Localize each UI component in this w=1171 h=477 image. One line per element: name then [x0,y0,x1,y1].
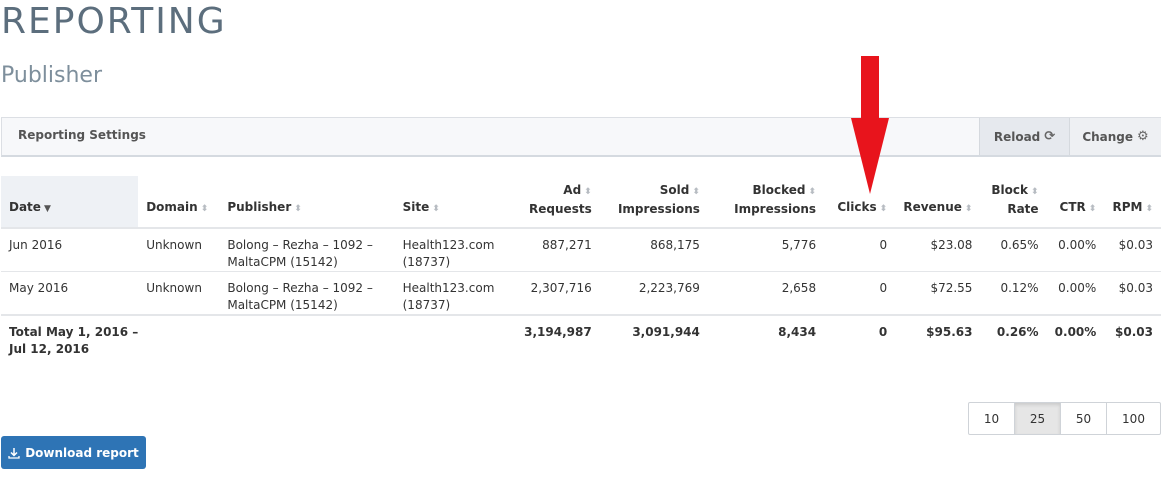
total-row: Total May 1, 2016 – Jul 12, 2016 3,194,98… [1,314,1161,365]
cell-site: Health123.com (18737) [394,228,503,272]
page-size-50[interactable]: 50 [1061,403,1107,434]
cell-rpm: $0.03 [1104,271,1161,316]
refresh-icon: ⟳ [1044,129,1056,144]
sort-icon: ⬍ [584,187,592,197]
sort-icon: ⬍ [432,204,440,214]
cell-date: May 2016 [1,271,139,316]
sort-icon: ⬍ [1088,204,1097,214]
cell-ad-requests: 2,307,716 [502,271,600,316]
column-header-publisher[interactable]: Publisher ⬍ [219,176,395,229]
cell-clicks: 0 [824,228,896,272]
sort-icon: ⬍ [294,204,302,214]
reporting-settings-bar: Reporting Settings Reload ⟳ Change ⚙ [1,117,1161,157]
page-size-100[interactable]: 100 [1122,411,1145,426]
cell-domain: Unknown [138,271,220,316]
page-size-selector: 10 25 50 100 [968,402,1161,435]
cell-rpm: $0.03 [1104,228,1161,272]
sort-icon: ⬍ [1031,187,1039,197]
column-header-domain[interactable]: Domain ⬍ [138,176,220,229]
column-header-rpm[interactable]: RPM ⬍ [1104,176,1161,229]
column-header-sold-impressions[interactable]: Sold ⬍ Impressions [599,176,708,229]
table-row: May 2016 Unknown Bolong – Rezha – 1092 –… [1,271,1161,316]
cell-total-ad-requests: 3,194,987 [502,314,600,365]
cell-date: Jun 2016 [1,228,139,272]
cell-sold-impressions: 868,175 [599,228,708,272]
download-report-button[interactable]: Download report [1,436,146,469]
report-table: Date ▼ Domain ⬍ Publisher ⬍ Site ⬍ Ad ⬍ Reques… [1,176,1161,365]
cell-blocked-impressions: 5,776 [707,228,825,272]
reporting-settings-label: Reporting Settings [18,128,146,142]
cell-total-clicks: 0 [824,314,896,365]
sort-desc-icon: ▼ [43,204,51,214]
cell-ctr: 0.00% [1046,271,1105,316]
sort-icon: ⬍ [692,187,700,197]
header-row: Date ▼ Domain ⬍ Publisher ⬍ Site ⬍ Ad ⬍ Reques… [1,176,1161,229]
cell-total-blocked-impressions: 8,434 [707,314,825,365]
cell-publisher: Bolong – Rezha – 1092 – MaltaCPM (15142) [219,228,395,272]
column-header-blocked-impressions[interactable]: Blocked ⬍ Impressions [707,176,825,229]
column-header-ad-requests[interactable]: Ad ⬍ Requests [502,176,600,229]
cell-total-sold-impressions: 3,091,944 [599,314,708,365]
cell-sold-impressions: 2,223,769 [599,271,708,316]
page-size-25[interactable]: 25 [1015,403,1061,434]
sort-icon: ⬍ [879,204,888,214]
cell-revenue: $23.08 [895,228,981,272]
reload-button[interactable]: Reload ⟳ [979,118,1069,155]
download-icon [8,447,20,459]
cell-site: Health123.com (18737) [394,271,503,316]
cell-domain: Unknown [138,228,220,272]
cell-ctr: 0.00% [1046,228,1105,272]
column-header-revenue[interactable]: Revenue ⬍ [895,176,981,229]
cell-blocked-impressions: 2,658 [707,271,825,316]
cell-block-rate: 0.65% [980,228,1047,272]
column-header-site[interactable]: Site ⬍ [394,176,503,229]
sort-icon: ⬍ [808,187,817,197]
cell-ad-requests: 887,271 [502,228,600,272]
download-report-label: Download report [25,445,139,460]
red-arrow-down-icon [851,56,889,194]
sort-icon: ⬍ [200,204,209,214]
change-label: Change [1082,129,1134,144]
cell-revenue: $72.55 [895,271,981,316]
cell-total-block-rate: 0.26% [980,314,1047,365]
table-row: Jun 2016 Unknown Bolong – Rezha – 1092 –… [1,228,1161,272]
column-header-clicks[interactable]: Clicks ⬍ [824,176,896,229]
cell-publisher: Bolong – Rezha – 1092 – MaltaCPM (15142) [219,271,395,316]
cell-total-label: Total May 1, 2016 – Jul 12, 2016 [1,314,503,365]
column-header-ctr[interactable]: CTR ⬍ [1046,176,1105,229]
page-title: REPORTING [1,1,227,42]
cell-clicks: 0 [824,271,896,316]
sort-icon: ⬍ [1145,204,1153,214]
cell-total-revenue: $95.63 [895,314,981,365]
column-header-date[interactable]: Date ▼ [1,176,139,229]
cell-total-ctr: 0.00% [1046,314,1105,365]
gear-icon: ⚙ [1137,129,1149,144]
cell-block-rate: 0.12% [980,271,1047,316]
column-header-block-rate[interactable]: Block ⬍ Rate [980,176,1047,229]
reload-label: Reload [993,129,1041,144]
cell-total-rpm: $0.03 [1104,314,1161,365]
change-button[interactable]: Change ⚙ [1069,118,1161,155]
sort-icon: ⬍ [964,204,973,214]
page-size-10[interactable]: 10 [969,403,1015,434]
page-subtitle: Publisher [1,63,102,88]
